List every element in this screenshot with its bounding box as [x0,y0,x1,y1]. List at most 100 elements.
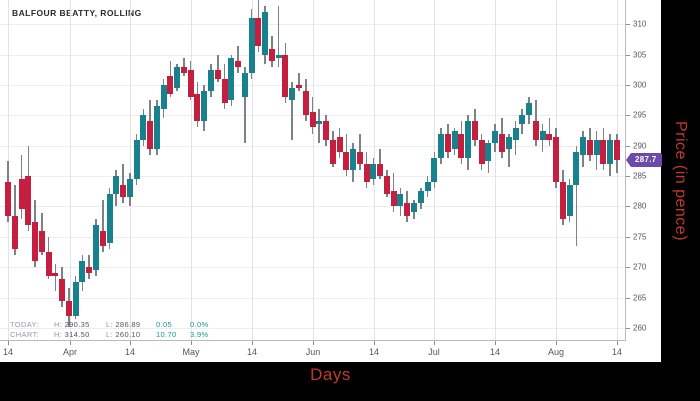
candle-wick [359,133,361,170]
horizontal-gridline [0,267,625,269]
candle-body-down [5,182,11,216]
x-axis-tick-label: 14 [368,347,380,357]
candle-body-up [275,54,282,58]
candle-body-up [208,69,214,92]
candle-body-up [485,142,492,161]
candle-body-down [383,176,390,195]
x-axis-tick-mark [70,341,71,345]
candle-body-down [167,75,174,95]
stats-row-label: CHART: [10,329,40,339]
vertical-gridline [191,0,192,340]
candle-body-down [18,179,25,210]
y-axis-tick-label: 310 [633,19,647,29]
candle-body-down [363,163,370,183]
candle-body-down [478,139,485,164]
candle-body-down [323,121,330,140]
candle-body-down [458,133,465,158]
candle-body-up [201,91,208,122]
stats-table: TODAY: H: 290.35 L: 286.89 0.05 0.0% CHART: H:… [10,320,209,339]
x-axis-tick-label: 14 [611,347,623,357]
stats-change-pct: 0.0% [190,320,209,329]
x-axis-tick-mark [617,341,618,345]
candle-body-down [282,54,289,98]
candle-wick [507,133,510,167]
y-axis-tick-mark [626,236,630,238]
candle-body-up [133,139,140,180]
candle-body-up [79,261,86,283]
candle-body-down [11,215,18,249]
vertical-gridline [495,0,496,340]
stats-low: L: 286.89 [106,320,141,329]
x-axis-title: Days [310,365,351,384]
candle-body-up [512,127,519,140]
x-axis-tick-label: Jun [305,347,321,357]
candlestick-plot-area [0,0,625,340]
x-axis-tick-label: Aug [547,347,565,357]
stats-block: TODAY: H: 290.35 L: 286.89 0.05 0.0% CHART: H:… [10,320,209,339]
candle-body-down [302,91,309,116]
x-axis-tick-label: Jul [428,347,440,357]
candle-wick [575,145,578,246]
candle-body-up [438,133,445,158]
candle-body-up [126,179,133,198]
y-axis-tick-label: 280 [633,201,647,211]
candle-body-down [59,279,66,301]
candle-wick [216,54,219,82]
y-axis-title: Price (in pence) [661,0,700,362]
horizontal-gridline [0,54,625,56]
stats-row: CHART: H: 314.50 L: 260.10 10.70 3.9% [10,330,209,340]
stats-high: H: 290.35 [54,320,90,329]
y-axis-tick-mark [626,115,630,117]
stats-change-pct: 3.9% [190,329,209,339]
candle-wick [183,57,185,76]
y-axis-tick-label: 275 [633,232,647,242]
stats-row: TODAY: H: 290.35 L: 286.89 0.05 0.0% [10,320,209,330]
price-marker-value: 287.7 [630,152,662,167]
vertical-gridline [130,0,131,340]
candle-body-up [92,224,99,271]
y-axis-tick-label: 260 [633,323,647,333]
candle-body-up [465,121,472,158]
x-axis-tick-label: 14 [489,347,501,357]
candle-body-up [262,12,269,55]
x-axis-tick-label: May [182,347,200,357]
stats-row-label: TODAY: [10,320,39,329]
x-axis-tick-label: 14 [124,347,136,357]
candle-body-down [309,112,316,128]
candle-body-up [417,191,424,204]
candle-body-up [431,157,438,183]
candle-body-up [593,139,600,155]
candle-body-down [32,221,39,262]
y-axis-tick-mark [626,206,630,208]
candle-body-down [180,66,187,73]
candle-body-down [221,78,228,104]
x-axis-tick-mark [374,341,375,345]
y-axis-line [625,0,626,341]
y-axis-tick-mark [626,24,630,26]
candle-body-down [38,230,45,252]
candle-wick [291,81,293,140]
candle-body-up [153,106,160,149]
horizontal-gridline [0,176,625,178]
y-axis-title-text: Price (in pence) [672,120,690,242]
y-axis-tick-label: 290 [633,141,647,151]
candle-body-up [289,88,296,101]
x-axis-tick-mark [252,341,253,345]
candle-body-up [411,203,417,213]
candle-body-up [519,115,526,125]
y-axis-tick-label: 265 [633,293,647,302]
candle-body-up [451,130,458,149]
candle-body-down [614,139,620,160]
candle-body-down [377,163,384,177]
horizontal-gridline [0,85,625,86]
y-axis-tick-label: 305 [633,50,647,60]
candle-body-down [235,60,242,67]
chart-panel: BALFOUR BEATTY, ROLLING 260 265 270 275 280 2… [0,0,662,362]
y-axis-tick-mark [626,54,630,56]
x-axis-line [0,340,625,341]
x-axis-tick-mark [130,341,131,345]
candle-body-down [268,48,275,61]
stats-change: 0.05 [156,320,172,329]
candle-body-up [424,182,431,192]
